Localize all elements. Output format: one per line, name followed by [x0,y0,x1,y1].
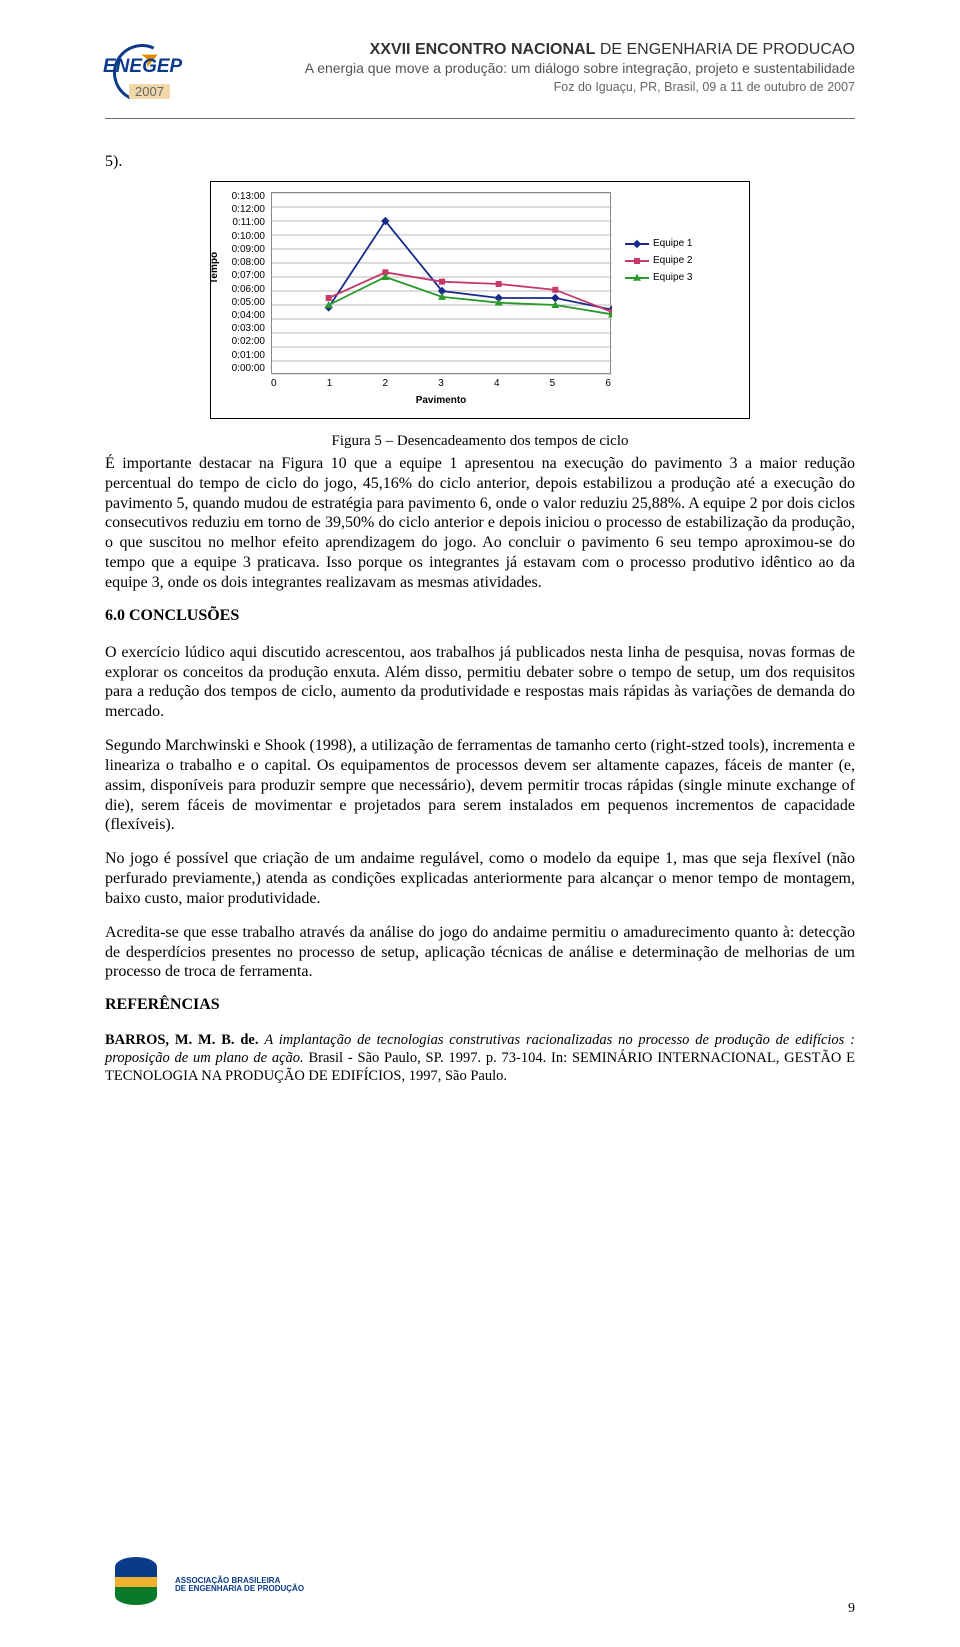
chart-legend: Equipe 1Equipe 2Equipe 3 [625,238,692,289]
logo-year: 2007 [129,84,170,99]
paragraph-4: No jogo é possível que criação de um and… [105,849,855,908]
chart-plot-area [271,192,611,374]
abepro-logo-icon [105,1553,169,1617]
reference-1: BARROS, M. M. B. de. A implantação de te… [105,1032,855,1086]
header-rule [105,118,855,119]
page-header: ➤ ENEGEP 2007 XXVII ENCONTRO NACIONAL DE… [0,0,960,116]
figure-caption: Figura 5 – Desencadeamento dos tempos de… [105,433,855,450]
chart-container: Tempo 0:13:000:12:000:11:000:10:000:09:0… [210,181,750,419]
y-axis-title: Tempo [209,252,220,284]
ref-author: BARROS, M. M. B. de. [105,1032,258,1048]
paragraph-2: O exercício lúdico aqui discutido acresc… [105,643,855,722]
intro-number: 5). [105,153,855,171]
header-right: XXVII ENCONTRO NACIONAL DE ENGENHARIA DE… [305,40,855,95]
header-title-rest: DE ENGENHARIA DE PRODUCAO [595,41,855,58]
paragraph-3: Segundo Marchwinski e Shook (1998), a ut… [105,736,855,835]
header-title-bold: XXVII ENCONTRO NACIONAL [370,41,596,58]
page-number: 9 [848,1601,855,1617]
footer-org: ASSOCIAÇÃO BRASILEIRA DE ENGENHARIA DE P… [175,1577,304,1594]
header-subtitle: A energia que move a produção: um diálog… [305,60,855,78]
page-footer: ASSOCIAÇÃO BRASILEIRA DE ENGENHARIA DE P… [0,1553,960,1647]
paragraph-5: Acredita-se que esse trabalho através da… [105,923,855,982]
section-conclusoes: 6.0 CONCLUSÕES [105,607,855,625]
header-location: Foz do Iguaçu, PR, Brasil, 09 a 11 de ou… [305,80,855,96]
conference-logo: ➤ ENEGEP 2007 [105,40,215,110]
x-axis-title: Pavimento [271,395,611,406]
logo-text: ENEGEP [103,56,182,78]
x-tick-labels: 0123456 [271,378,611,389]
y-tick-labels: 0:13:000:12:000:11:000:10:000:09:000:08:… [223,192,265,374]
paragraph-1: É importante destacar na Figura 10 que a… [105,454,855,593]
section-referencias: REFERÊNCIAS [105,996,855,1014]
